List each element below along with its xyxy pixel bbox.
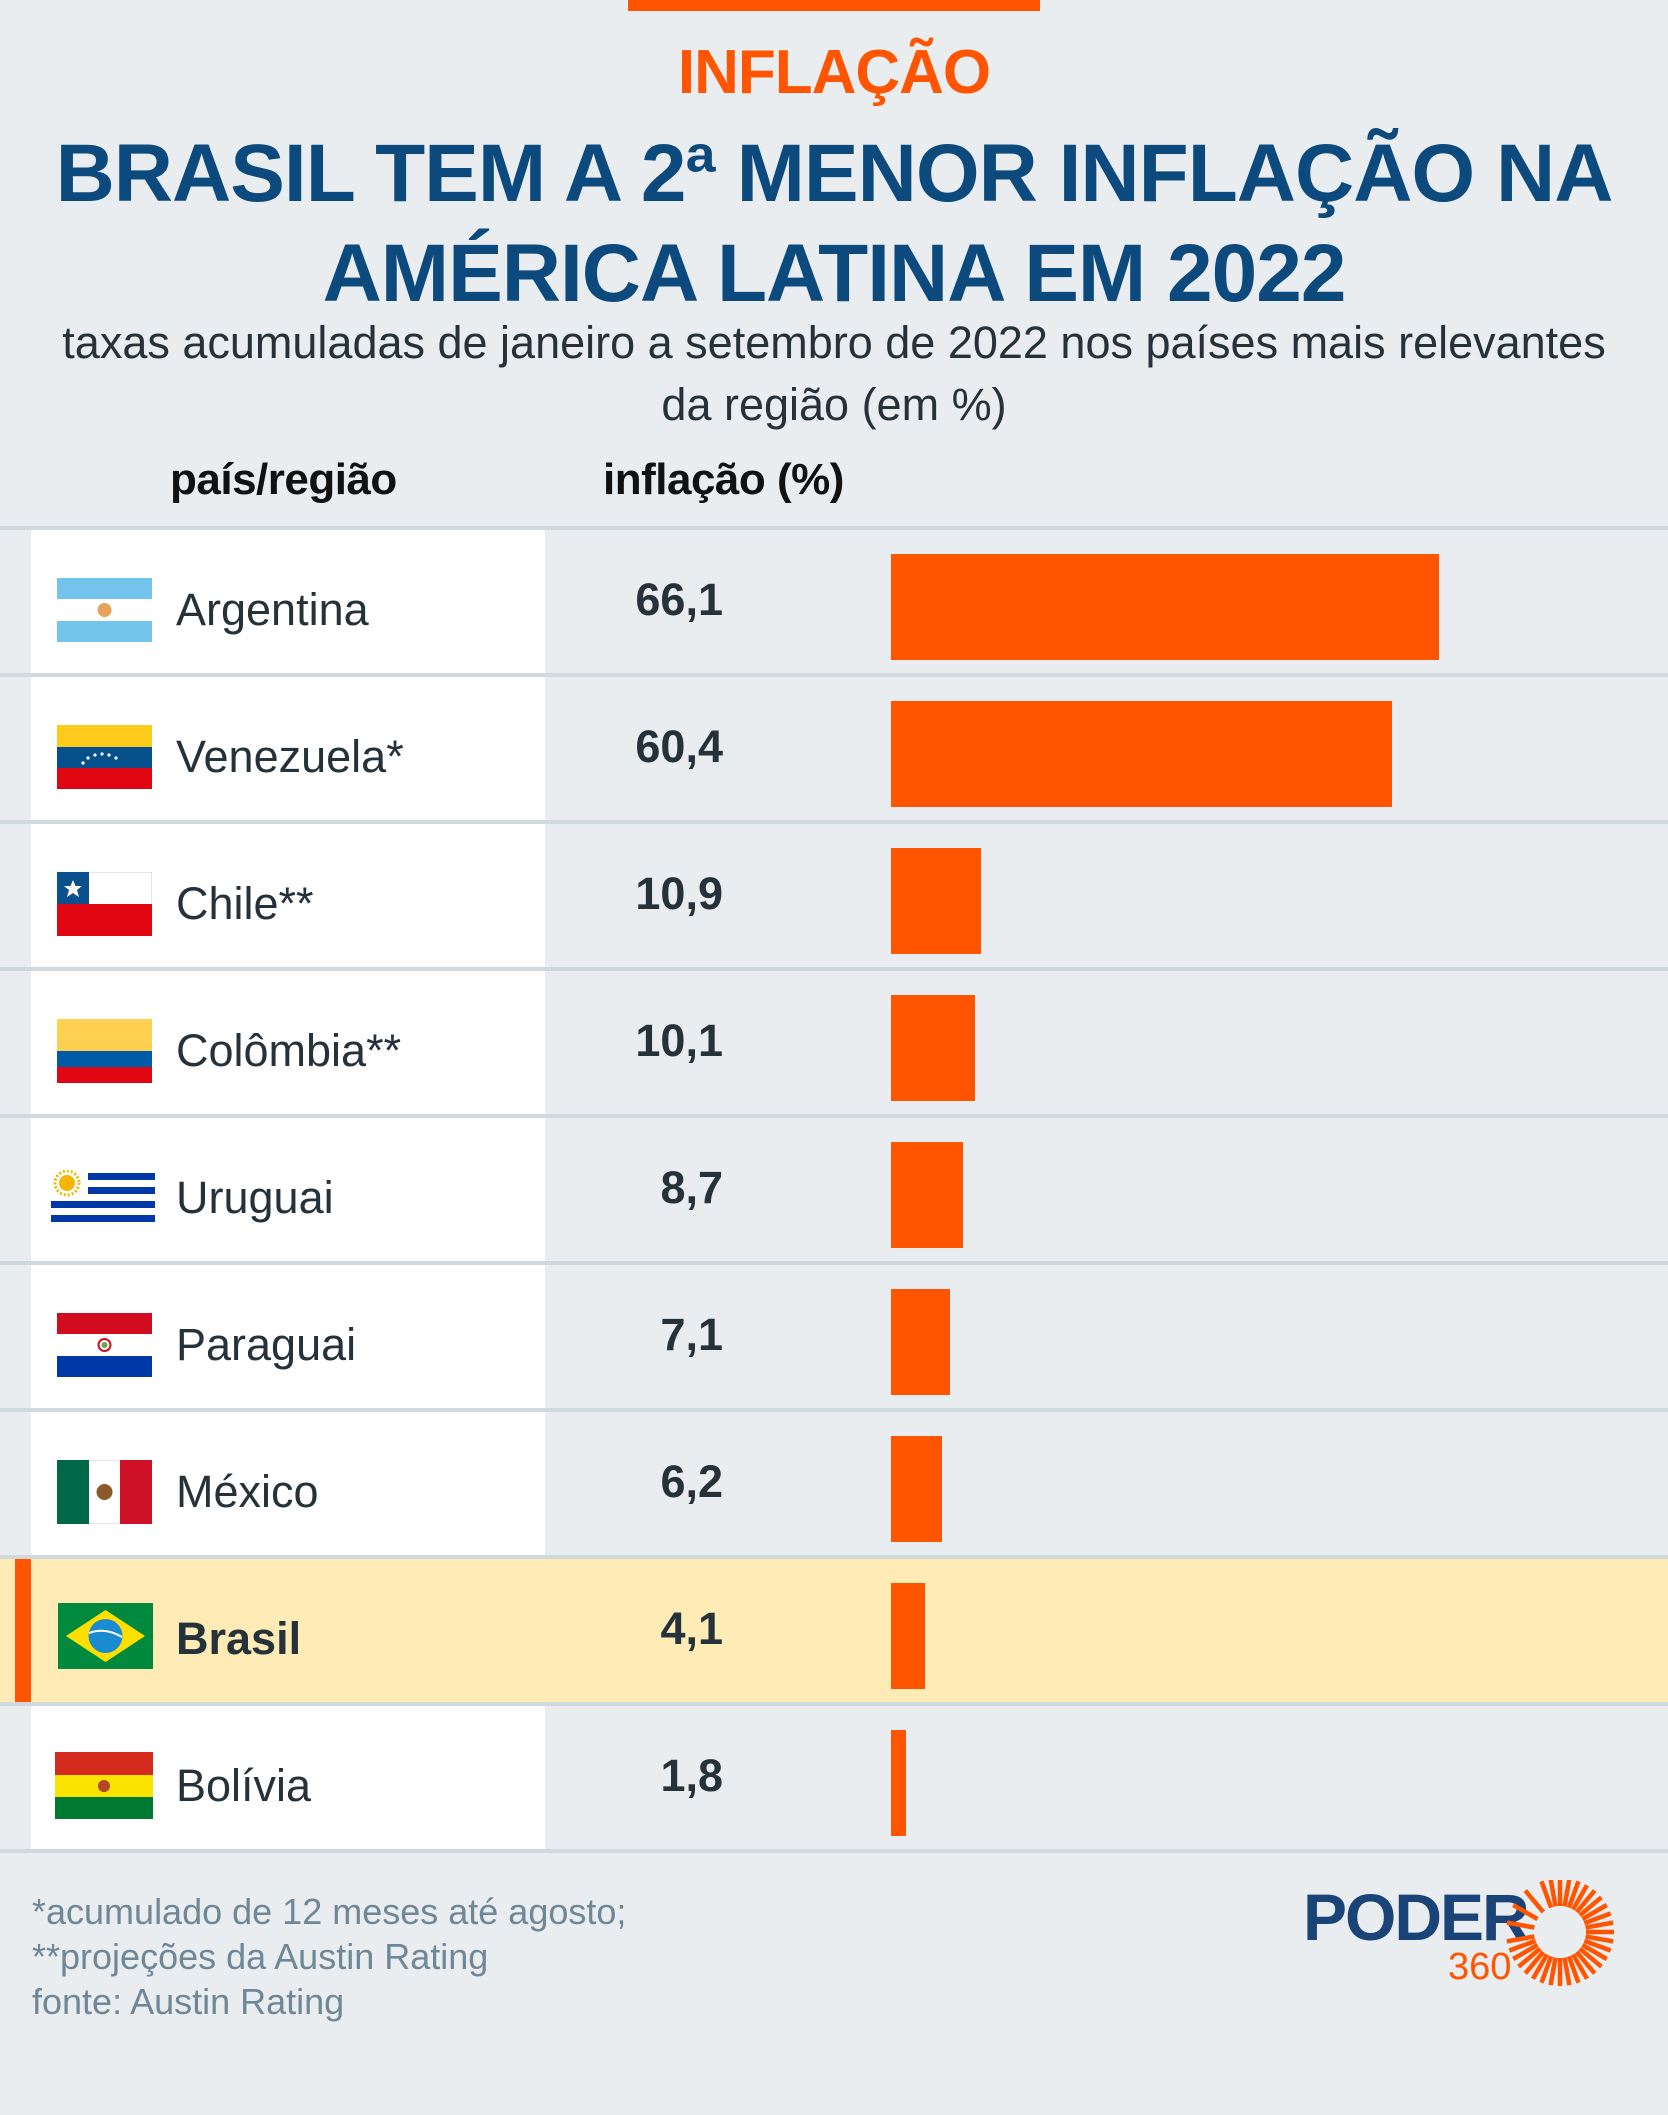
value-label: 4,1 (560, 1601, 723, 1657)
country-name: México (176, 1464, 319, 1520)
bar (891, 701, 1392, 807)
page-title: BRASIL TEM A 2ª MENOR INFLAÇÃO NA AMÉRIC… (40, 124, 1628, 324)
value-label: 66,1 (560, 572, 723, 628)
country-name: Argentina (176, 582, 369, 638)
value-label: 10,9 (560, 866, 723, 922)
venezuela-flag-icon (57, 725, 152, 789)
table-row: México 6,2 (0, 1412, 1668, 1555)
top-accent-bar (628, 0, 1040, 11)
sun-ray (1507, 1923, 1535, 1928)
table-row: Bolívia 1,8 (0, 1706, 1668, 1849)
brazil-flag-icon (58, 1603, 153, 1669)
bar (891, 1142, 963, 1248)
page-subtitle: taxas acumuladas de janeiro a setembro d… (60, 312, 1608, 436)
chile-flag-icon (57, 872, 152, 936)
bar (891, 995, 975, 1101)
sun-ray (1525, 1891, 1543, 1913)
table-row: Chile** 10,9 (0, 824, 1668, 967)
country-name: Venezuela* (176, 729, 404, 785)
colombia-flag-icon (57, 1019, 152, 1083)
table-row-highlighted: Brasil 4,1 (0, 1559, 1668, 1702)
value-label: 10,1 (560, 1013, 723, 1069)
mexico-flag-icon (57, 1460, 152, 1524)
column-header-country: país/região (170, 452, 397, 508)
country-name: Paraguai (176, 1317, 356, 1373)
argentina-flag-icon (57, 578, 152, 642)
section-kicker: INFLAÇÃO (0, 38, 1668, 108)
country-name: Bolívia (176, 1758, 311, 1814)
logo-wordmark: PODER (1303, 1884, 1528, 1950)
value-label: 1,8 (560, 1748, 723, 1804)
country-name: Brasil (176, 1611, 301, 1667)
uruguay-flag-icon (51, 1170, 155, 1226)
table-row: Argentina 66,1 (0, 530, 1668, 673)
poder360-logo: PODER 360 (1300, 1880, 1640, 2000)
value-label: 7,1 (560, 1307, 723, 1363)
bar (891, 848, 981, 954)
table-row: Colômbia** 10,1 (0, 971, 1668, 1114)
bar (891, 1436, 942, 1542)
country-name: Colômbia** (176, 1023, 401, 1079)
row-divider (0, 1849, 1668, 1853)
sun-ray (1513, 1905, 1537, 1919)
inflation-table: Argentina 66,1 Venezuela* 60,4 Chile** 10,9 Co… (0, 526, 1668, 1853)
column-header-inflation: inflação (%) (603, 452, 844, 508)
country-name: Chile** (176, 876, 314, 932)
paraguay-flag-icon (57, 1313, 152, 1377)
table-row: Uruguai 8,7 (0, 1118, 1668, 1261)
bolivia-flag-icon (55, 1752, 153, 1819)
value-label: 6,2 (560, 1454, 723, 1510)
value-label: 60,4 (560, 719, 723, 775)
sun-icon (1500, 1880, 1630, 2000)
country-name: Uruguai (176, 1170, 334, 1226)
value-label: 8,7 (560, 1160, 723, 1216)
footnote-line: *acumulado de 12 meses até agosto; (32, 1889, 626, 1934)
bar (891, 1730, 906, 1836)
table-row: Venezuela* 60,4 (0, 677, 1668, 820)
highlight-accent (15, 1559, 31, 1702)
table-row: Paraguai 7,1 (0, 1265, 1668, 1408)
footnotes: *acumulado de 12 meses até agosto; **pro… (32, 1889, 626, 2024)
footnote-line: **projeções da Austin Rating (32, 1934, 626, 1979)
source-line: fonte: Austin Rating (32, 1979, 626, 2024)
bar (891, 554, 1439, 660)
bar (891, 1289, 950, 1395)
bar (891, 1583, 925, 1689)
